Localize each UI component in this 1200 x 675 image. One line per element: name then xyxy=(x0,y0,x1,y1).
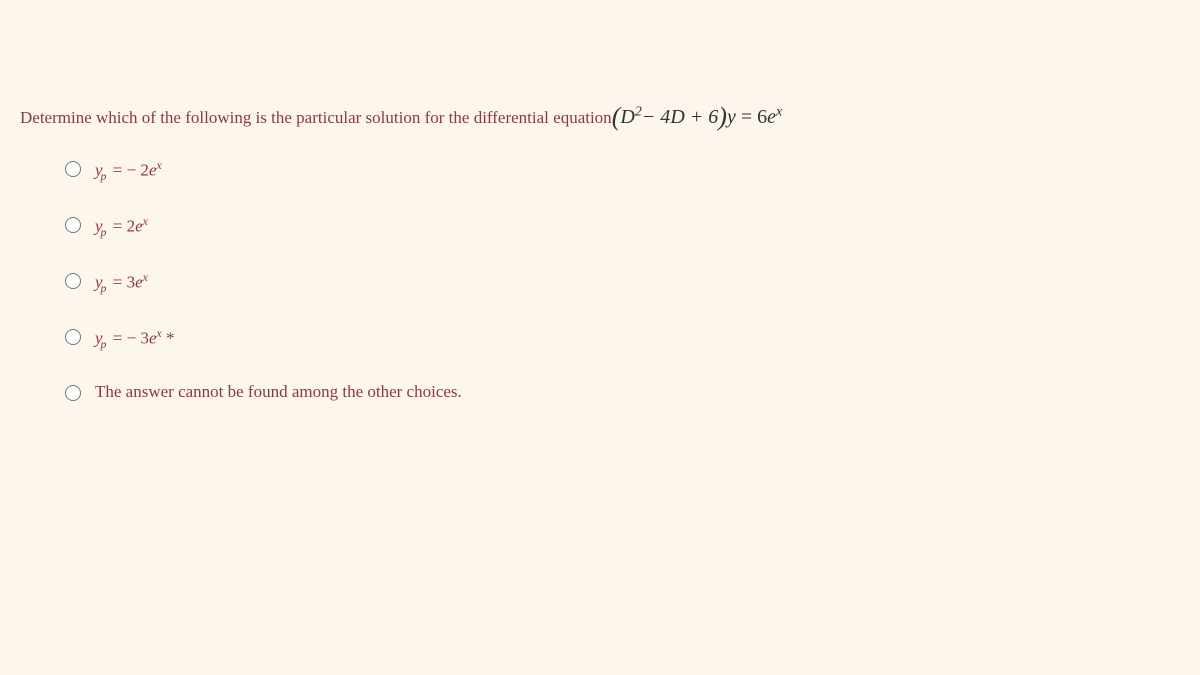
equation: (D2− 4D + 6)y = 6ex xyxy=(612,100,783,130)
eq-exp2: 2 xyxy=(635,104,642,119)
eq-y: y xyxy=(727,106,736,128)
eq-e: e xyxy=(767,106,776,128)
eq-mid: − 4 xyxy=(642,106,671,128)
opt3-exp: x xyxy=(143,270,148,284)
option-3[interactable]: yp = 3ex xyxy=(60,270,1180,296)
eq-eq: = 6 xyxy=(736,106,767,128)
opt2-exp: x xyxy=(143,214,148,228)
option-4[interactable]: yp = − 3ex * xyxy=(60,326,1180,352)
radio-3[interactable] xyxy=(65,273,81,289)
prompt-text: Determine which of the following is the … xyxy=(20,108,612,128)
opt1-pre: = − 2 xyxy=(109,161,149,180)
lparen: ( xyxy=(612,102,621,131)
opt1-sub: p xyxy=(101,169,107,183)
eq-d2: D xyxy=(670,106,684,128)
question-container: Determine which of the following is the … xyxy=(0,0,1200,452)
opt4-sub: p xyxy=(101,337,107,351)
radio-5[interactable] xyxy=(65,385,81,401)
option-4-label: yp = − 3ex * xyxy=(95,326,175,352)
radio-4[interactable] xyxy=(65,329,81,345)
opt3-e: e xyxy=(135,273,143,292)
opt1-exp: x xyxy=(156,158,161,172)
radio-1[interactable] xyxy=(65,161,81,177)
option-1-label: yp = − 2ex xyxy=(95,158,162,184)
option-2[interactable]: yp = 2ex xyxy=(60,214,1180,240)
rparen: ) xyxy=(718,102,727,131)
option-1[interactable]: yp = − 2ex xyxy=(60,158,1180,184)
option-2-label: yp = 2ex xyxy=(95,214,148,240)
opt2-pre: = 2 xyxy=(109,217,136,236)
question-prompt: Determine which of the following is the … xyxy=(20,100,1180,130)
option-5[interactable]: The answer cannot be found among the oth… xyxy=(60,382,1180,402)
opt4-tail: * xyxy=(162,329,175,348)
option-3-label: yp = 3ex xyxy=(95,270,148,296)
options-list: yp = − 2ex yp = 2ex yp = 3ex yp = − 3ex … xyxy=(20,158,1180,402)
opt3-pre: = 3 xyxy=(109,273,136,292)
opt2-e: e xyxy=(135,217,143,236)
eq-d1: D xyxy=(620,106,634,128)
opt4-pre: = − 3 xyxy=(109,329,149,348)
eq-x: x xyxy=(776,104,782,119)
opt2-sub: p xyxy=(101,225,107,239)
eq-plus6: + 6 xyxy=(690,106,719,128)
option-5-label: The answer cannot be found among the oth… xyxy=(95,382,462,402)
opt3-sub: p xyxy=(101,281,107,295)
radio-2[interactable] xyxy=(65,217,81,233)
